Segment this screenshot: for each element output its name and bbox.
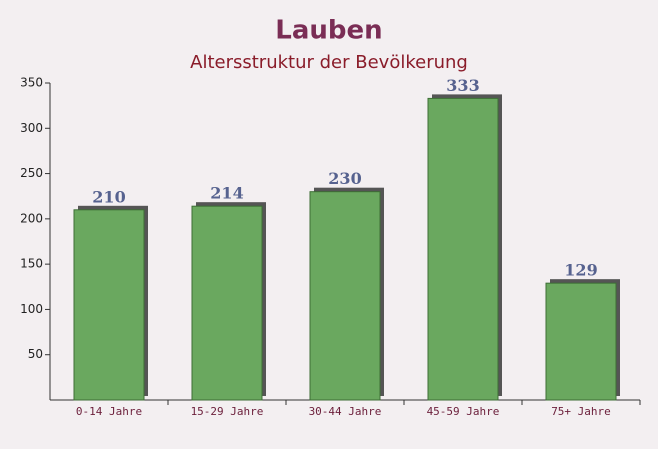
y-tick-label: 300: [20, 121, 43, 135]
value-label: 214: [210, 184, 243, 203]
y-tick-label: 100: [20, 302, 43, 316]
y-tick-label: 200: [20, 211, 43, 225]
value-label: 129: [564, 261, 597, 280]
bar: [73, 209, 145, 401]
chart-subtitle: Altersstruktur der Bevölkerung: [190, 52, 468, 73]
y-tick-label: 250: [20, 166, 43, 180]
value-label: 333: [446, 76, 479, 95]
x-tick-label: 0-14 Jahre: [76, 405, 142, 418]
x-tick-label: 75+ Jahre: [551, 405, 611, 418]
y-tick-label: 350: [20, 76, 43, 90]
y-tick-label: 50: [28, 347, 43, 361]
bar: [191, 205, 263, 401]
x-tick-label: 15-29 Jahre: [191, 405, 264, 418]
x-tick-label: 45-59 Jahre: [427, 405, 500, 418]
value-label: 230: [328, 169, 361, 188]
value-label: 210: [92, 187, 125, 206]
bar: [427, 97, 499, 401]
bar: [545, 282, 617, 401]
bar: [309, 191, 381, 401]
x-tick-label: 30-44 Jahre: [309, 405, 382, 418]
chart-title: Lauben: [275, 16, 382, 46]
y-tick-label: 150: [20, 257, 43, 271]
